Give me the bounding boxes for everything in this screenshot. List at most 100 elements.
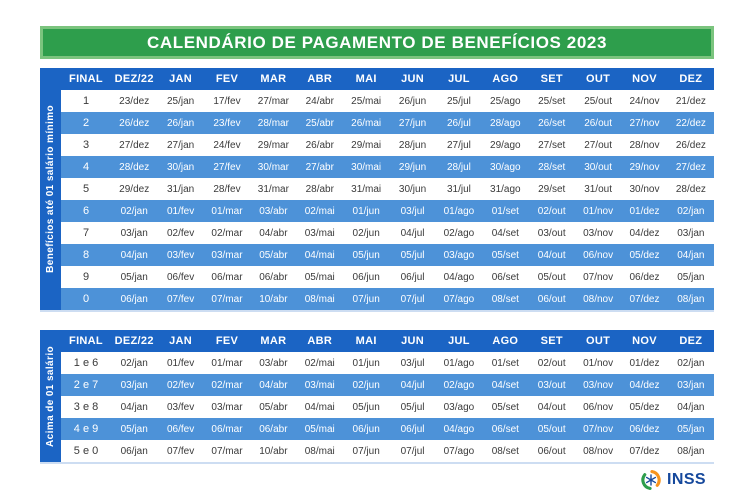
payment-date-cell: 05/set xyxy=(491,401,519,413)
payment-date-cell: 31/mar xyxy=(257,183,289,195)
table-grid: FINAL DEZ/22 JAN FEV MAR ABR MAI JUN JUL AGO SET OU… xyxy=(61,68,714,310)
payment-date-cell: 29/jun xyxy=(398,161,427,173)
column-header: MAR xyxy=(260,335,287,347)
payment-date-cell: 03/jul xyxy=(400,205,425,217)
payment-date-cell: 03/abr xyxy=(259,357,288,369)
column-header: JUL xyxy=(448,73,470,85)
payment-date-cell: 30/mar xyxy=(257,161,289,173)
payment-date-cell: 04/set xyxy=(491,379,519,391)
side-strip: Acima de 01 salário xyxy=(40,330,61,462)
payment-date-cell: 31/jan xyxy=(166,183,195,195)
payment-date-cell: 02/jun xyxy=(352,227,380,239)
payment-date-cell: 02/mar xyxy=(211,227,243,239)
table-header-row: FINAL DEZ/22 JAN FEV MAR ABR MAI JUN JUL AGO SET OU… xyxy=(61,68,714,90)
payment-date-cell: 06/nov xyxy=(583,249,614,261)
payment-date-cell: 07/mar xyxy=(211,445,243,457)
payment-date-cell: 01/mar xyxy=(211,357,243,369)
payment-date-cell: 07/jul xyxy=(400,445,425,457)
final-digit-cell: 7 xyxy=(82,227,90,239)
payment-date-cell: 02/jun xyxy=(352,379,380,391)
payment-date-cell: 06/out xyxy=(537,293,566,305)
payment-date-cell: 06/dez xyxy=(629,271,660,283)
payment-date-cell: 30/nov xyxy=(629,183,660,195)
payment-date-cell: 25/abr xyxy=(305,117,334,129)
table-row: 6 02/jan 01/fev 01/mar 03/abr 02/mai 01/jun 03/… xyxy=(61,200,714,222)
table-row: 7 03/jan 02/fev 02/mar 04/abr 03/mai 02/jun 04/… xyxy=(61,222,714,244)
payment-date-cell: 04/set xyxy=(491,227,519,239)
payment-date-cell: 05/jan xyxy=(677,271,705,283)
payment-date-cell: 05/dez xyxy=(629,249,660,261)
payment-date-cell: 07/jul xyxy=(400,293,425,305)
payment-table-above-minimum: Acima de 01 salário FINAL DEZ/22 JAN FEV MAR… xyxy=(40,330,714,462)
payment-date-cell: 31/ago xyxy=(490,183,521,195)
inss-logo-text: INSS xyxy=(667,471,706,488)
payment-date-cell: 01/set xyxy=(491,357,519,369)
payment-date-cell: 08/mai xyxy=(304,445,335,457)
final-digit-cell: 4 e 9 xyxy=(73,423,99,435)
payment-date-cell: 29/ago xyxy=(490,139,521,151)
table-row: 1 e 6 02/jan 01/fev 01/mar 03/abr 02/mai 01/ju… xyxy=(61,352,714,374)
payment-date-cell: 29/nov xyxy=(629,161,660,173)
column-header: JAN xyxy=(169,73,193,85)
payment-date-cell: 02/ago xyxy=(443,379,475,391)
payment-date-cell: 22/dez xyxy=(675,117,706,129)
table-grid: FINAL DEZ/22 JAN FEV MAR ABR MAI JUN JUL AGO SET OU… xyxy=(61,330,714,462)
payment-date-cell: 05/jul xyxy=(400,401,425,413)
payment-date-cell: 25/mai xyxy=(351,95,382,107)
payment-date-cell: 03/out xyxy=(537,379,566,391)
payment-date-cell: 02/mai xyxy=(304,357,335,369)
payment-date-cell: 08/nov xyxy=(583,445,614,457)
column-header: FEV xyxy=(215,335,239,347)
payment-date-cell: 29/mai xyxy=(351,139,382,151)
payment-date-cell: 17/fev xyxy=(213,95,241,107)
column-header: DEZ/22 xyxy=(114,335,154,347)
payment-date-cell: 05/jan xyxy=(677,423,705,435)
payment-date-cell: 04/abr xyxy=(259,379,288,391)
final-digit-cell: 1 xyxy=(82,95,90,107)
column-header: ABR xyxy=(307,335,333,347)
payment-date-cell: 26/jul xyxy=(446,117,471,129)
payment-date-cell: 24/fev xyxy=(213,139,241,151)
payment-date-cell: 28/dez xyxy=(675,183,706,195)
payment-date-cell: 27/fev xyxy=(213,161,241,173)
payment-date-cell: 29/dez xyxy=(119,183,150,195)
final-digit-cell: 6 xyxy=(82,205,90,217)
column-header: SET xyxy=(540,335,563,347)
payment-date-cell: 08/jan xyxy=(677,445,705,457)
payment-date-cell: 26/out xyxy=(584,117,612,129)
payment-date-cell: 07/jun xyxy=(352,293,380,305)
payment-date-cell: 03/jan xyxy=(677,379,705,391)
payment-date-cell: 04/mai xyxy=(304,401,335,413)
payment-date-cell: 05/dez xyxy=(629,401,660,413)
payment-date-cell: 07/ago xyxy=(443,445,475,457)
column-header: JAN xyxy=(169,335,193,347)
payment-date-cell: 03/mai xyxy=(304,379,335,391)
column-header: OUT xyxy=(586,73,611,85)
payment-date-cell: 30/out xyxy=(584,161,612,173)
column-header: ABR xyxy=(307,73,333,85)
payment-date-cell: 04/ago xyxy=(443,423,475,435)
column-header: FINAL xyxy=(69,335,103,347)
payment-date-cell: 01/set xyxy=(491,205,519,217)
column-header: JUN xyxy=(401,335,424,347)
payment-date-cell: 03/jul xyxy=(400,357,425,369)
payment-date-cell: 02/out xyxy=(537,205,566,217)
inss-emblem-icon xyxy=(641,470,661,490)
payment-date-cell: 28/ago xyxy=(490,117,521,129)
payment-table-minimum-wage: Benefícios até 01 salário mínimo FINAL DE… xyxy=(40,68,714,310)
column-header: DEZ xyxy=(679,335,703,347)
payment-date-cell: 08/nov xyxy=(583,293,614,305)
payment-date-cell: 28/set xyxy=(538,161,566,173)
payment-date-cell: 28/jul xyxy=(446,161,471,173)
table-row: 8 04/jan 03/fev 03/mar 05/abr 04/mai 05/jun 05/… xyxy=(61,244,714,266)
payment-date-cell: 07/ago xyxy=(443,293,475,305)
payment-date-cell: 01/dez xyxy=(629,357,660,369)
payment-date-cell: 03/jan xyxy=(120,227,148,239)
column-header: JUL xyxy=(448,335,470,347)
payment-date-cell: 31/jul xyxy=(446,183,471,195)
payment-date-cell: 04/dez xyxy=(629,379,660,391)
payment-date-cell: 01/ago xyxy=(443,357,475,369)
payment-date-cell: 03/out xyxy=(537,227,566,239)
payment-date-cell: 05/abr xyxy=(259,401,288,413)
payment-date-cell: 03/mai xyxy=(304,227,335,239)
